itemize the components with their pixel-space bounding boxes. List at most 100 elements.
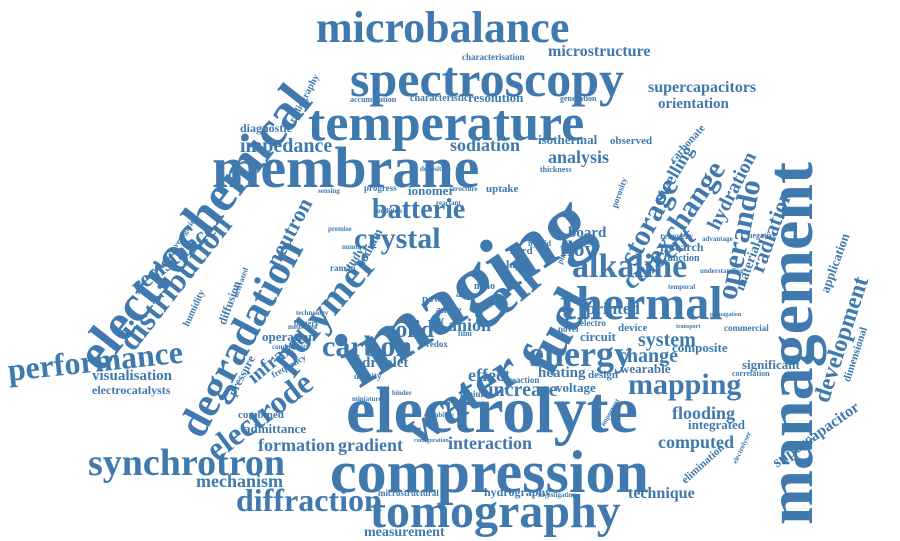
word-change: change <box>618 345 678 367</box>
word-condition: condition <box>374 207 403 215</box>
word-carbon: carbon <box>322 330 412 363</box>
word-recovery: recovery <box>660 231 694 241</box>
word-spectroscopy: spectroscopy <box>350 51 625 107</box>
word-composite: composite <box>672 340 728 355</box>
word-novel: novel <box>558 324 579 334</box>
word-gradient: gradient <box>338 435 403 455</box>
word-sensing: sensing <box>318 187 340 195</box>
word-isothermal: isothermal <box>538 132 598 147</box>
word-impedance: impedance <box>240 135 333 157</box>
word-battery: battery <box>294 319 319 328</box>
word-sodiation: sodiation <box>450 135 521 155</box>
word-droplet: droplet <box>362 355 409 371</box>
word-porosity: porosity <box>609 176 630 210</box>
word-solid: solid <box>386 317 435 343</box>
word-printed: printed <box>586 299 640 318</box>
word-thickness: thickness <box>540 165 572 174</box>
word-air: air <box>456 289 469 300</box>
word-voltage: voltage <box>556 380 596 395</box>
word-density: density <box>354 371 382 381</box>
word-hard: hard <box>510 245 533 257</box>
word-propagation: propagation <box>710 312 742 318</box>
word-supercapacitors: supercapacitors <box>648 79 757 96</box>
word-wearable: wearable <box>620 361 671 376</box>
word-layer: layer <box>506 257 532 271</box>
word-increase: increase <box>488 379 558 401</box>
word-microbalance: microbalance <box>316 3 570 52</box>
word-negative: negative <box>748 231 777 240</box>
word-self: self <box>432 317 444 326</box>
word-synchrotron: synchrotron <box>88 442 286 484</box>
word-durability: durability <box>424 411 454 419</box>
word-resolution: resolution <box>468 90 524 105</box>
word-compression: compression <box>330 439 649 505</box>
word-electrolyser: electrolyser <box>731 430 753 465</box>
word-flow: flow <box>560 236 601 261</box>
word-visualisation: visualisation <box>92 368 173 384</box>
word-observed: observed <box>610 135 653 147</box>
word-advantage: advantage <box>702 235 733 243</box>
word-technology: technology <box>296 309 329 317</box>
word-significant: significant <box>742 357 800 372</box>
word-miniature: miniature <box>352 395 382 403</box>
word-characteristic: characteristic <box>410 93 469 104</box>
word-heating: heating <box>538 365 586 381</box>
word-generation: generation <box>560 94 597 103</box>
word-characterisation: characterisation <box>462 52 525 62</box>
word-reactant: reactant <box>436 199 461 207</box>
word-integrated: integrated <box>688 417 746 432</box>
word-diffraction: diffraction <box>236 482 382 518</box>
word-thermal: thermal <box>560 277 723 330</box>
word-function: function <box>664 253 700 264</box>
word-computed: computed <box>658 432 734 452</box>
word-configuration: configuration <box>414 438 449 444</box>
word-combined: combined <box>238 409 284 421</box>
word-crystal: crystal <box>354 222 441 255</box>
word-electrocatalysts: electrocatalysts <box>92 383 171 397</box>
word-admittance: admittance <box>244 421 307 436</box>
word-lithium: lithium <box>460 389 489 399</box>
word-orientation: orientation <box>658 96 729 112</box>
word-investigating: investigating <box>538 491 577 499</box>
word-operation: operation <box>262 329 316 344</box>
word-alkaline: alkaline <box>572 248 688 285</box>
word-mechanism: mechanism <box>196 471 283 491</box>
word-reaction: reaction <box>508 375 540 385</box>
word-hydrography: hydrography <box>484 485 552 499</box>
word-system: system <box>638 329 696 351</box>
word-tomography: tomography <box>370 485 621 538</box>
word-hybrid: hybrid <box>528 239 552 248</box>
word-deposition: deposition <box>420 165 451 173</box>
word-device: device <box>618 322 648 334</box>
word-accumulation: accumulation <box>350 95 397 104</box>
word-film: film <box>458 329 472 338</box>
word-anode: anode <box>436 305 462 316</box>
word-membrane: membrane <box>212 135 480 200</box>
word-measurement: measurement <box>364 525 445 540</box>
word-structure: structure <box>450 185 478 193</box>
word-analysis: analysis <box>548 147 610 167</box>
word-premise: premise <box>328 225 352 233</box>
word-correlation: correlation <box>732 369 770 378</box>
word-batterie: batterie <box>372 194 466 225</box>
word-electro: electro <box>580 318 606 328</box>
word-nano: nano <box>474 281 496 292</box>
word-raman: raman <box>330 263 356 273</box>
word-microstructure: microstructure <box>548 43 651 60</box>
word-redox: redox <box>426 339 448 349</box>
word-conductivity: conductivity <box>272 343 309 351</box>
word-number: number <box>342 243 366 251</box>
word-understanding: understanding <box>700 267 744 275</box>
word-interaction: interaction <box>448 433 532 453</box>
word-progress: progress <box>364 183 397 193</box>
word-microstructural: microstructural <box>378 488 439 498</box>
word-binder: binder <box>392 389 412 397</box>
word-diagnostic: diagnostic <box>240 121 293 135</box>
word-transport: transport <box>676 324 701 330</box>
word-formation: formation <box>258 435 335 455</box>
word-board: board <box>568 225 607 241</box>
word-electrolyte: electrolyte <box>346 374 638 447</box>
word-power: power <box>422 293 452 305</box>
word-flooding: flooding <box>672 403 736 423</box>
